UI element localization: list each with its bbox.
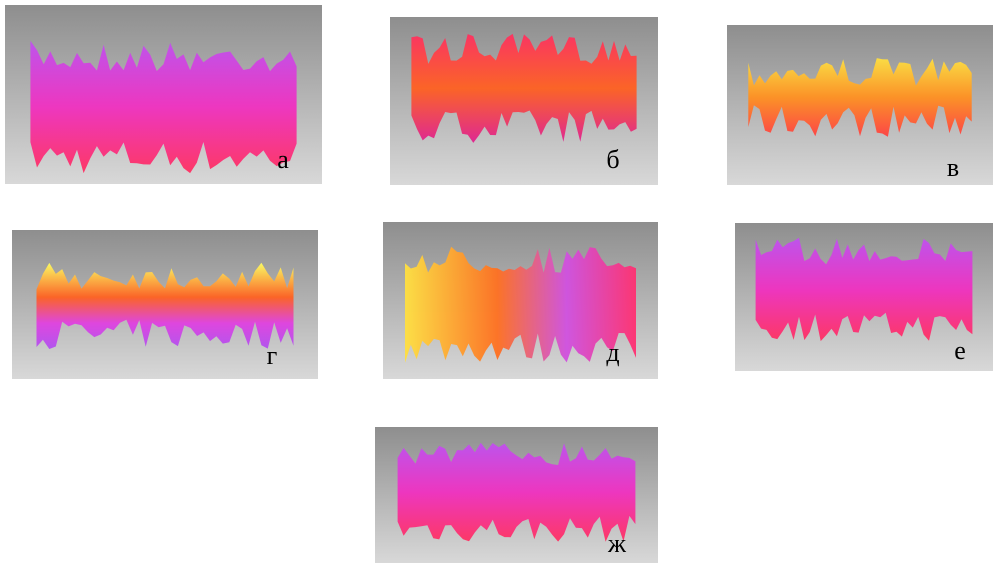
panel-label: в [947, 153, 959, 182]
panel: в [727, 25, 993, 185]
figure: а б в г д е ж [0, 0, 993, 563]
panel-label: б [606, 145, 619, 174]
panel: а [5, 5, 322, 184]
panel: г [12, 230, 318, 379]
panel: ж [375, 427, 658, 563]
panel-label: е [954, 336, 966, 365]
page: абвгдеж (() => { const data = JSON.parse… [0, 0, 993, 563]
panel-label: г [267, 341, 278, 370]
panel: б [390, 17, 658, 185]
panel-label: ж [607, 529, 627, 558]
panel-label: д [606, 338, 619, 367]
panel: е [735, 223, 993, 371]
panel: д [383, 222, 658, 379]
panel-label: а [277, 145, 289, 174]
